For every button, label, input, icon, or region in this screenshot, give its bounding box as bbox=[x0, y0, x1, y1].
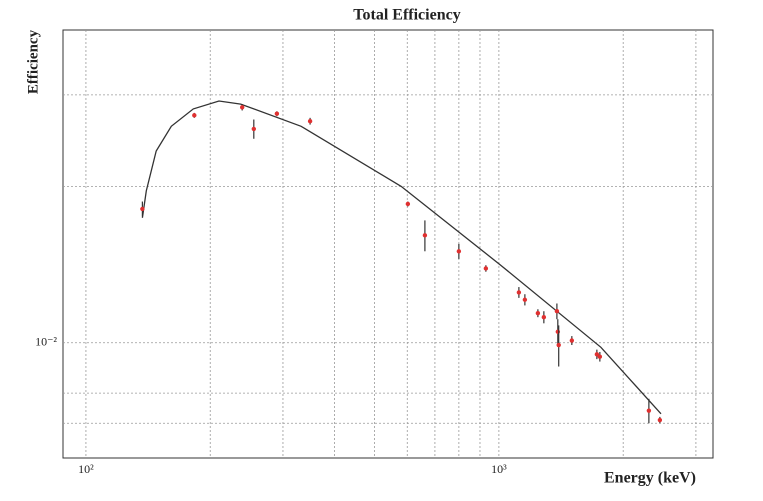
data-point bbox=[554, 309, 560, 314]
y-tick-label: 10⁻² bbox=[35, 335, 57, 349]
x-axis-label: Energy (keV) bbox=[604, 470, 696, 487]
data-point bbox=[646, 408, 652, 413]
data-point bbox=[594, 352, 600, 357]
x-tick-label: 10³ bbox=[491, 462, 507, 476]
data-point bbox=[657, 417, 663, 423]
data-point bbox=[535, 310, 541, 316]
data-point bbox=[597, 354, 603, 359]
data-point bbox=[274, 111, 280, 116]
data-point bbox=[569, 338, 575, 343]
x-tick-label: 10² bbox=[78, 462, 94, 476]
data-point bbox=[541, 314, 547, 320]
fit-curve bbox=[141, 100, 662, 415]
data-point bbox=[405, 201, 411, 207]
data-point bbox=[522, 297, 528, 302]
data-point bbox=[516, 290, 522, 295]
y-axis-label: Efficiency bbox=[25, 29, 41, 94]
data-point bbox=[555, 329, 561, 334]
data-point bbox=[307, 118, 313, 124]
data-point bbox=[483, 266, 489, 271]
data-point bbox=[456, 249, 462, 254]
data-point bbox=[140, 206, 145, 212]
plot-frame bbox=[62, 29, 714, 459]
data-point bbox=[251, 126, 257, 132]
data-point bbox=[422, 233, 428, 238]
chart-title: Total Efficiency bbox=[353, 7, 460, 24]
data-point bbox=[556, 342, 561, 348]
data-point bbox=[192, 113, 197, 118]
data-point bbox=[239, 105, 245, 110]
